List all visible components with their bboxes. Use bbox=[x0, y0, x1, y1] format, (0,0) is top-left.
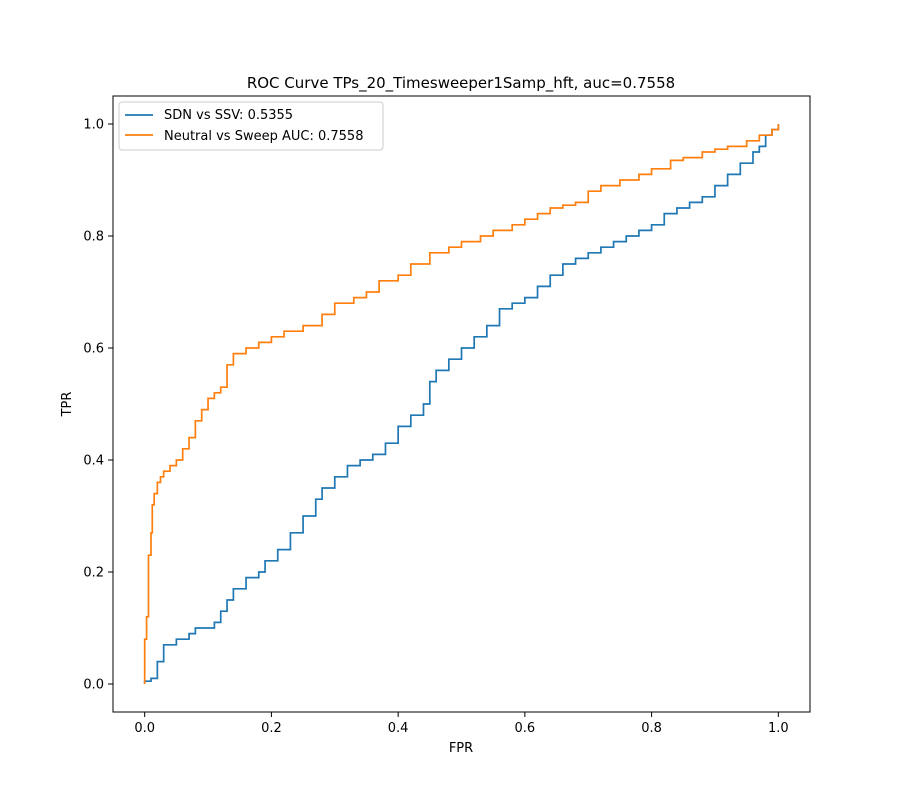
chart-title: ROC Curve TPs_20_Timesweeper1Samp_hft, a… bbox=[247, 74, 675, 93]
legend-box bbox=[118, 101, 384, 151]
legend-label-sdn: SDN vs SSV: 0.5355 bbox=[164, 108, 293, 123]
y-tick-label: 0.0 bbox=[83, 678, 104, 693]
legend-label-neutral: Neutral vs Sweep AUC: 0.7558 bbox=[164, 129, 363, 144]
legend: SDN vs SSV: 0.5355 Neutral vs Sweep AUC:… bbox=[118, 101, 384, 151]
x-tick-label: 0.4 bbox=[388, 721, 409, 736]
x-tick-label: 0.0 bbox=[134, 721, 155, 736]
series-line-0 bbox=[143, 124, 780, 684]
y-tick-label: 0.8 bbox=[83, 230, 104, 245]
x-axis-label: FPR bbox=[449, 741, 473, 756]
y-tick-label: 0.2 bbox=[83, 566, 104, 581]
x-tick-label: 0.2 bbox=[261, 721, 282, 736]
x-tick-label: 1.0 bbox=[768, 721, 789, 736]
y-tick-label: 0.4 bbox=[83, 454, 104, 469]
x-tick-label: 0.6 bbox=[515, 721, 536, 736]
plot-frame bbox=[112, 95, 811, 713]
y-axis-label: TPR bbox=[60, 392, 75, 418]
x-tick-label: 0.8 bbox=[641, 721, 662, 736]
y-tick-label: 0.6 bbox=[83, 342, 104, 357]
axis-ticks: 0.0 0.2 0.4 0.6 0.8 1.0 0.0 0.2 0.4 0.6 0.8 1.0 bbox=[83, 118, 788, 737]
series-line-1 bbox=[143, 124, 780, 684]
plot-area bbox=[143, 124, 780, 684]
y-tick-label: 1.0 bbox=[83, 118, 104, 133]
